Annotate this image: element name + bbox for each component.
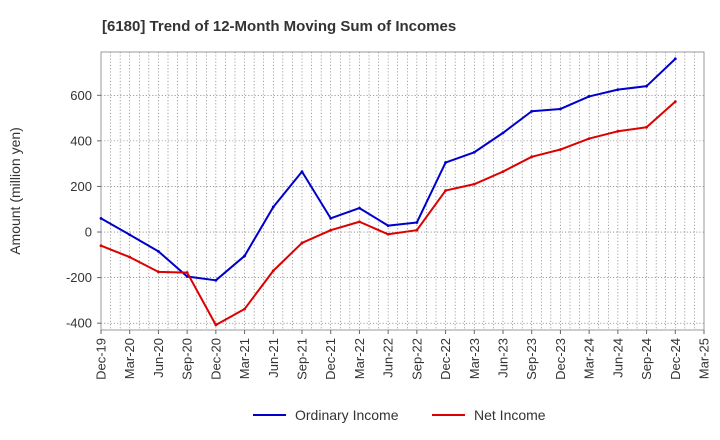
x-tick-label: Jun-21: [266, 338, 281, 378]
x-tick-label: Sep-23: [524, 338, 539, 380]
y-axis: -400 -200 0 200 400 600: [66, 88, 101, 331]
grid: [100, 52, 705, 330]
y-axis-label: Amount (million yen): [7, 127, 23, 255]
data-point: [415, 221, 419, 224]
data-point: [645, 84, 648, 88]
x-tick-label: Sep-22: [409, 338, 424, 380]
legend: Ordinary Income Net Income: [253, 407, 546, 423]
data-point: [386, 224, 390, 228]
data-point: [300, 241, 304, 245]
y-tick-label: -200: [66, 270, 92, 285]
data-point: [214, 278, 218, 282]
data-point: [673, 100, 677, 104]
data-point: [386, 232, 390, 236]
x-tick-label: Dec-22: [438, 338, 453, 380]
data-point: [501, 131, 505, 135]
x-tick-label: Mar-24: [582, 338, 597, 379]
data-point: [128, 233, 132, 237]
data-point: [472, 150, 476, 154]
series-lines: [99, 57, 677, 327]
x-tick-label: Sep-24: [639, 338, 654, 380]
data-point: [472, 182, 476, 186]
data-point: [358, 206, 361, 210]
x-tick-label: Mar-25: [697, 338, 712, 379]
data-point: [530, 109, 534, 113]
series-line-net-income: [100, 100, 677, 326]
plot-area: [100, 51, 705, 331]
x-tick-label: Dec-20: [208, 338, 223, 380]
data-point: [300, 170, 304, 174]
data-point: [587, 137, 591, 140]
data-point: [559, 107, 562, 111]
x-tick-label: Jun-24: [610, 338, 625, 378]
data-point: [329, 216, 333, 220]
legend-label: Net Income: [474, 407, 546, 423]
x-tick-label: Sep-20: [180, 338, 195, 380]
legend-label: Ordinary Income: [295, 407, 399, 423]
y-tick-label: -400: [66, 316, 92, 331]
data-point: [444, 189, 447, 192]
y-tick-label: 200: [70, 179, 92, 194]
data-point: [358, 220, 361, 224]
data-point: [243, 254, 246, 258]
x-tick-label: Mar-21: [237, 338, 252, 379]
x-tick-label: Dec-24: [668, 338, 683, 380]
data-point: [185, 271, 189, 274]
data-point: [501, 170, 505, 174]
x-tick-label: Jun-23: [496, 338, 511, 378]
data-point: [616, 88, 620, 91]
data-point: [559, 148, 562, 151]
data-point: [271, 205, 275, 209]
data-point: [645, 125, 648, 129]
data-point: [530, 155, 534, 159]
x-tick-label: Dec-21: [323, 338, 338, 380]
x-tick-label: Mar-22: [352, 338, 367, 379]
x-tick-label: Sep-21: [295, 338, 310, 380]
x-tick-label: Jun-22: [381, 338, 396, 378]
data-point: [329, 228, 333, 232]
x-tick-label: Dec-23: [553, 338, 568, 380]
series-line-ordinary-income: [100, 57, 677, 282]
data-point: [157, 249, 160, 253]
x-tick-label: Mar-20: [122, 338, 137, 379]
data-point: [271, 269, 275, 273]
y-tick-label: 0: [85, 225, 92, 240]
data-point: [673, 57, 677, 61]
chart-title: [6180] Trend of 12-Month Moving Sum of I…: [102, 18, 456, 35]
x-tick-label: Mar-23: [467, 338, 482, 379]
data-point: [214, 323, 218, 327]
data-point: [444, 161, 447, 164]
data-point: [243, 307, 246, 311]
data-point: [157, 270, 160, 274]
y-tick-label: 600: [70, 88, 92, 103]
data-point: [99, 244, 103, 248]
data-point: [587, 95, 591, 98]
x-tick-label: Dec-19: [94, 338, 109, 380]
y-tick-label: 400: [70, 133, 92, 148]
data-point: [415, 228, 419, 232]
x-axis: Dec-19 Mar-20 Jun-20 Sep-20 Dec-20 Mar-21 Jun-…: [94, 330, 712, 380]
data-point: [128, 255, 132, 259]
x-tick-label: Jun-20: [151, 338, 166, 378]
data-point: [99, 216, 103, 220]
data-point: [616, 129, 620, 133]
